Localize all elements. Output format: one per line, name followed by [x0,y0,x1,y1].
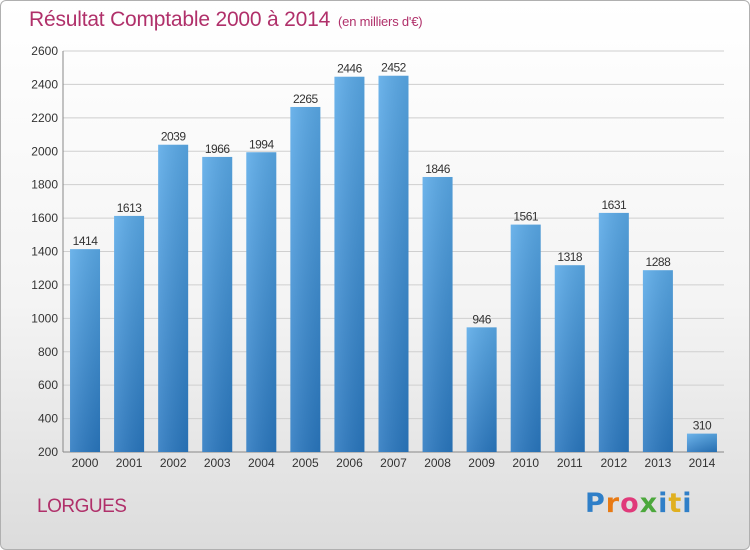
bar-shade [114,215,145,452]
value-label-2002: 2039 [161,130,187,144]
bar-shade [158,144,189,452]
y-tick-label: 1200 [31,278,58,292]
y-tick-label: 800 [38,345,58,359]
value-label-2013: 1288 [646,255,672,269]
x-tick-label-2002: 2002 [160,456,187,470]
value-label-2010: 1561 [513,210,539,224]
bar-shade [466,327,497,452]
y-tick-label: 2000 [31,144,58,158]
bar-shade [290,106,321,453]
bar-shade [422,176,453,452]
x-tick-label-2001: 2001 [116,456,143,470]
value-label-2011: 1318 [557,250,583,264]
value-label-2014: 310 [693,419,712,433]
location-name: LORGUES [37,496,127,517]
y-tick-label: 2400 [31,77,58,91]
x-tick-label-2000: 2000 [72,456,99,470]
bar-shade [202,156,233,452]
x-tick-label-2009: 2009 [468,456,495,470]
x-tick-label-2008: 2008 [424,456,451,470]
value-label-2008: 1846 [425,162,451,176]
bar-shade [334,76,365,452]
y-tick-label: 2600 [31,44,58,58]
x-tick-label-2013: 2013 [645,456,672,470]
x-tick-label-2005: 2005 [292,456,319,470]
value-label-2007: 2452 [381,61,407,75]
chart-title: Résultat Comptable 2000 à 2014 (en millie… [29,8,423,31]
value-label-2012: 1631 [601,198,627,212]
chart-subtitle: (en milliers d'€) [338,14,423,29]
x-tick-label-2007: 2007 [380,456,407,470]
bar-shade [70,249,101,452]
bar-shade [378,75,409,452]
value-label-2005: 2265 [293,92,319,106]
x-tick-label-2011: 2011 [557,456,583,470]
bar-shade [642,270,673,452]
x-tick-label-2012: 2012 [600,456,627,470]
bar-shade [598,212,629,452]
value-label-2006: 2446 [337,62,363,76]
bar-shade [510,224,541,452]
y-tick-label: 1800 [31,178,58,192]
x-tick-label-2004: 2004 [248,456,275,470]
bar-shade [686,433,717,452]
y-tick-label: 1400 [31,245,58,259]
y-tick-label: 1000 [31,311,58,325]
bar-shade [554,265,585,452]
y-tick-label: 1600 [31,211,58,225]
y-tick-label: 2200 [31,111,58,125]
x-tick-label-2006: 2006 [336,456,363,470]
value-label-2009: 946 [472,312,491,326]
bar-shade [246,152,277,452]
value-label-2003: 1966 [205,142,231,156]
y-tick-label: 200 [38,445,58,459]
value-label-2001: 1613 [117,201,143,215]
x-tick-label-2010: 2010 [512,456,539,470]
y-tick-label: 400 [38,412,58,426]
x-tick-label-2014: 2014 [689,456,716,470]
value-label-2000: 1414 [73,234,99,248]
value-label-2004: 1994 [249,137,275,151]
proxiti-logo[interactable]: Proxiti [585,488,693,519]
x-tick-label-2003: 2003 [204,456,231,470]
y-tick-label: 600 [38,378,58,392]
